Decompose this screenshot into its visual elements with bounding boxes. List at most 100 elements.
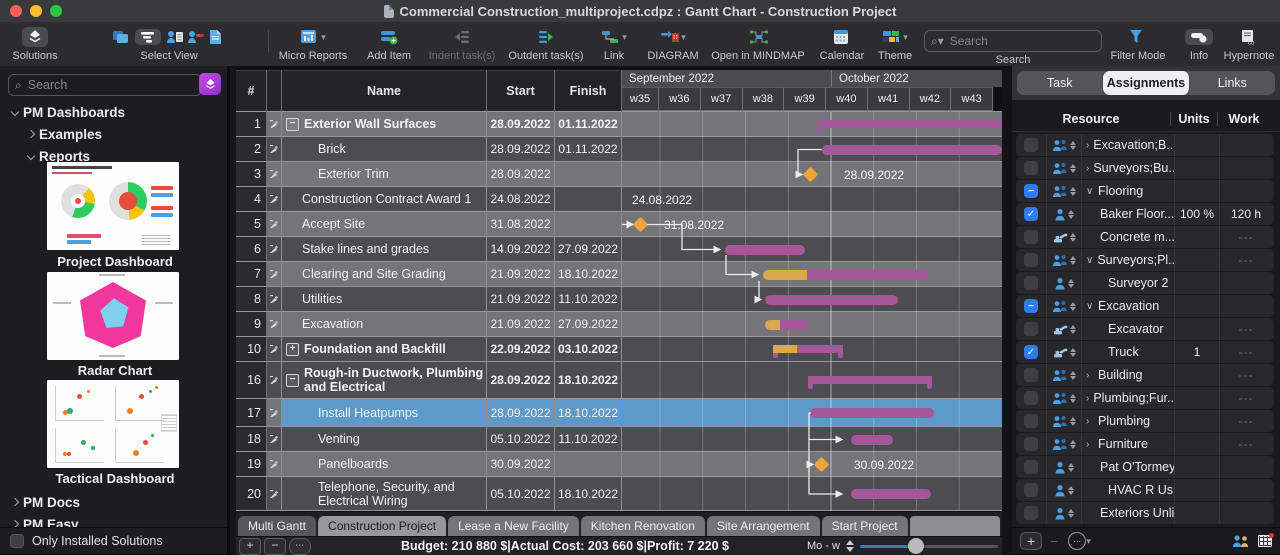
task-finish-date[interactable]: [555, 162, 622, 187]
gantt-row[interactable]: 5 Accept Site 31.08.2022: [236, 212, 1002, 237]
task-start-date[interactable]: 28.09.2022: [487, 399, 555, 427]
resource-units[interactable]: [1174, 479, 1219, 501]
task-finish-date[interactable]: 18.10.2022: [555, 362, 622, 399]
task-finish-date[interactable]: 18.10.2022: [555, 262, 622, 287]
resource-work[interactable]: [1219, 456, 1272, 478]
gantt-row[interactable]: 2 Brick 28.09.2022 01.11.2022: [236, 137, 1002, 162]
task-start-date[interactable]: 05.10.2022: [487, 427, 555, 452]
sidebar-item-examples[interactable]: Examples: [0, 124, 251, 144]
document-view-icon[interactable]: [208, 29, 226, 45]
gantt-row[interactable]: 17 Install Heatpumps 28.09.2022 18.10.2022: [236, 399, 1002, 427]
chevron-right-icon[interactable]: ›: [1086, 139, 1090, 151]
inspector-tab-links[interactable]: Links: [1217, 76, 1247, 90]
resource-units[interactable]: [1174, 318, 1219, 340]
gantt-row[interactable]: 19 Panelboards 30.09.2022: [236, 452, 1002, 477]
resource-row[interactable]: Exteriors Unli...: [1016, 502, 1274, 524]
resource-units[interactable]: [1174, 295, 1219, 317]
hypernote-button[interactable]: co Hypernote: [1222, 24, 1276, 64]
task-finish-date[interactable]: 27.09.2022: [555, 312, 622, 337]
resource-units[interactable]: [1174, 249, 1219, 271]
resource-checkbox[interactable]: [1024, 391, 1038, 405]
column-header-name[interactable]: Name: [282, 70, 487, 112]
resource-work[interactable]: ---: [1219, 433, 1272, 455]
task-start-date[interactable]: 28.09.2022: [487, 362, 555, 399]
task-name-cell[interactable]: − Rough-in Ductwork, Plumbing and Electri…: [282, 362, 487, 399]
task-start-date[interactable]: 30.09.2022: [487, 452, 555, 477]
project-tab[interactable]: Construction Project: [318, 516, 447, 536]
reorder-control[interactable]: [1069, 232, 1076, 242]
column-header-finish[interactable]: Finish: [555, 70, 622, 112]
task-name-cell[interactable]: Install Heatpumps: [282, 399, 487, 427]
resource-row[interactable]: − ∨ Flooring: [1016, 180, 1274, 202]
toolbar-search[interactable]: ⌕▾: [924, 30, 1102, 52]
task-name-cell[interactable]: − Exterior Wall Surfaces: [282, 112, 487, 137]
task-finish-date[interactable]: 11.10.2022: [555, 427, 622, 452]
task-start-date[interactable]: 21.09.2022: [487, 287, 555, 312]
reorder-control[interactable]: [1070, 370, 1076, 380]
resource-row[interactable]: › Surveyors;Bu...: [1016, 157, 1274, 179]
sidebar-item-pm-dashboards[interactable]: PM Dashboards: [0, 102, 235, 122]
resource-work[interactable]: ---: [1219, 318, 1272, 340]
collapse-icon[interactable]: −: [286, 117, 299, 131]
resource-row[interactable]: Concrete m... ---: [1016, 226, 1274, 248]
resource-units[interactable]: [1174, 387, 1219, 409]
resource-units[interactable]: [1174, 134, 1219, 156]
boards-view-icon[interactable]: [112, 29, 130, 45]
reorder-control[interactable]: [1068, 508, 1074, 518]
reorder-control[interactable]: [1069, 347, 1076, 357]
task-start-date[interactable]: 28.09.2022: [487, 137, 555, 162]
resource-checkbox[interactable]: [1024, 230, 1038, 244]
gantt-row[interactable]: 6 Stake lines and grades 14.09.2022 27.09.2…: [236, 237, 1002, 262]
resource-work[interactable]: ---: [1219, 249, 1272, 271]
task-name-cell[interactable]: Telephone, Security, and Electrical Wiri…: [282, 477, 487, 511]
gantt-row[interactable]: 3 Exterior Trim 28.09.2022: [236, 162, 1002, 187]
task-finish-date[interactable]: 03.10.2022: [555, 337, 622, 362]
minimize-button[interactable]: [30, 5, 42, 17]
collapse-icon[interactable]: −: [286, 373, 299, 387]
task-start-date[interactable]: 24.08.2022: [487, 187, 555, 212]
filter-mode-button[interactable]: Filter Mode: [1108, 24, 1168, 64]
gantt-row[interactable]: 1− Exterior Wall Surfaces 28.09.2022 01.11.…: [236, 112, 1002, 137]
column-header-units[interactable]: Units: [1170, 111, 1217, 126]
timescale-slider[interactable]: [860, 538, 998, 554]
chevron-right-icon[interactable]: ›: [1086, 162, 1090, 174]
resource-units[interactable]: [1174, 502, 1219, 524]
resource-row[interactable]: › Plumbing ---: [1016, 410, 1274, 432]
reorder-control[interactable]: [1070, 140, 1076, 150]
sidebar-search[interactable]: ⌕: [8, 74, 202, 96]
resource-view-icon[interactable]: [166, 29, 184, 45]
task-finish-date[interactable]: 01.11.2022: [555, 137, 622, 162]
gantt-row[interactable]: 4 Construction Contract Award 1 24.08.2022: [236, 187, 1002, 212]
resource-row[interactable]: › Plumbing;Fur... ---: [1016, 387, 1274, 409]
resource-work[interactable]: ---: [1219, 364, 1272, 386]
resource-work[interactable]: [1219, 272, 1272, 294]
resource-units[interactable]: [1174, 456, 1219, 478]
chevron-down-icon[interactable]: ∨: [1086, 300, 1094, 312]
resource-units[interactable]: [1174, 226, 1219, 248]
micro-reports-button[interactable]: ▾ Micro Reports: [272, 24, 354, 64]
timescale-stepper[interactable]: [846, 540, 854, 552]
column-header-work[interactable]: Work: [1217, 111, 1270, 126]
task-start-date[interactable]: 14.09.2022: [487, 237, 555, 262]
task-finish-date[interactable]: 18.10.2022: [555, 399, 622, 427]
task-start-date[interactable]: 21.09.2022: [487, 312, 555, 337]
task-name-cell[interactable]: Excavation: [282, 312, 487, 337]
reorder-control[interactable]: [1068, 209, 1074, 219]
resource-row[interactable]: HVAC R Us: [1016, 479, 1274, 501]
open-in-mindmap-button[interactable]: Open in MINDMAP: [706, 24, 810, 64]
sidebar-item-reports[interactable]: Reports: [0, 146, 251, 166]
resource-checkbox[interactable]: −: [1024, 184, 1038, 198]
only-installed-checkbox[interactable]: [10, 534, 24, 548]
add-item-button[interactable]: Add Item: [362, 24, 416, 64]
task-start-date[interactable]: 28.09.2022: [487, 112, 555, 137]
thumbnail-radar-chart[interactable]: [47, 272, 179, 360]
resource-work[interactable]: [1219, 295, 1272, 317]
reorder-control[interactable]: [1068, 485, 1074, 495]
reorder-control[interactable]: [1069, 324, 1076, 334]
resource-row[interactable]: ∨ Surveyors;Pl... ---: [1016, 249, 1274, 271]
resource-work[interactable]: [1219, 502, 1272, 524]
thumbnail-project-dashboard[interactable]: [47, 162, 179, 250]
resource-row[interactable]: Excavator ---: [1016, 318, 1274, 340]
reorder-control[interactable]: [1070, 301, 1076, 311]
resource-units[interactable]: [1174, 272, 1219, 294]
